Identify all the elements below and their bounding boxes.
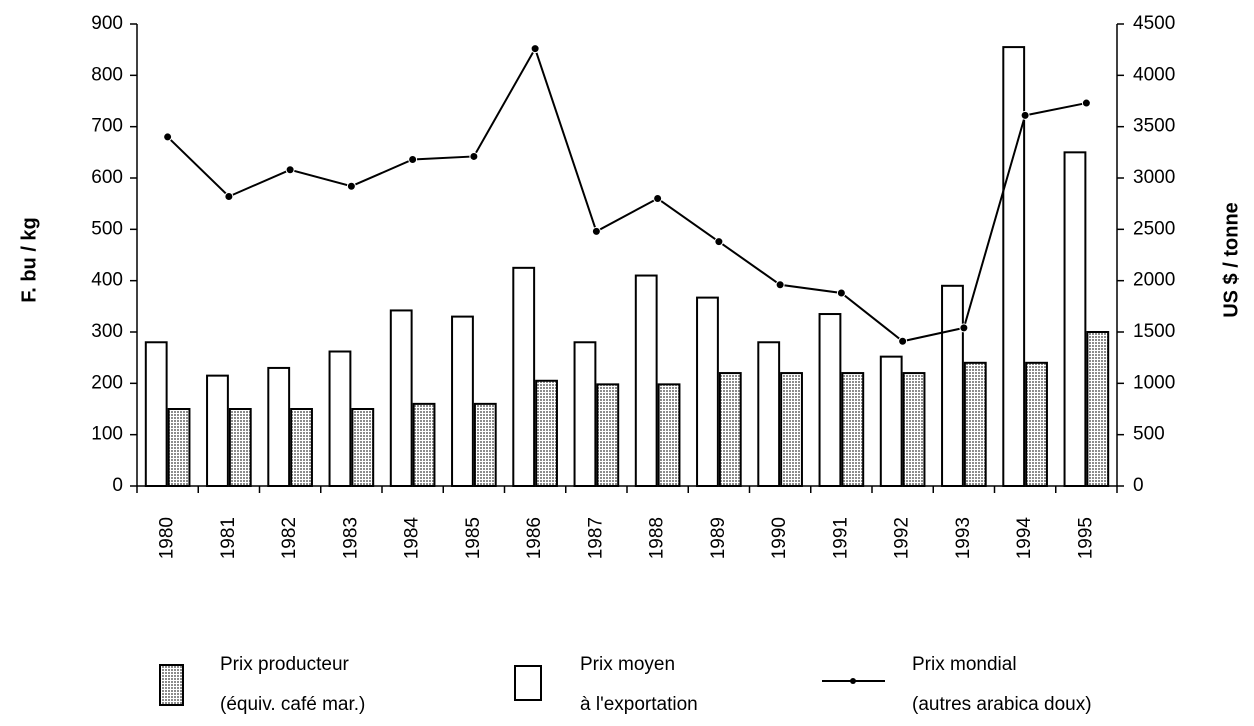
x-tick-label: 1982 (279, 517, 300, 559)
bar (941, 284, 964, 487)
y2-tick-label: 1000 (1133, 372, 1175, 393)
line-point (346, 181, 356, 191)
y2-axis-title: US $ / tonne (1220, 202, 1242, 318)
legend-marker (850, 678, 856, 684)
bar (389, 309, 413, 487)
bar (167, 408, 191, 487)
y-tick-label: 800 (91, 64, 123, 85)
y2-tick-label: 2500 (1133, 218, 1175, 239)
y2-tick-label: 4500 (1133, 13, 1175, 34)
y2-tick-label: 2000 (1133, 270, 1175, 291)
bar (267, 366, 291, 487)
x-tick-label: 1992 (892, 517, 913, 559)
line-point (836, 288, 846, 298)
y2-tick-label: 4000 (1133, 64, 1175, 85)
line-point (591, 226, 601, 236)
legend-label: (équiv. café mar.) (220, 694, 365, 715)
line-point (285, 165, 295, 175)
bar (144, 341, 168, 487)
y2-tick-label: 3500 (1133, 116, 1175, 137)
bar (1086, 331, 1110, 487)
bar (412, 402, 436, 487)
legend-label: Prix moyen (580, 654, 675, 675)
line-point (1081, 98, 1091, 108)
x-tick-label: 1994 (1014, 517, 1035, 560)
y-tick-label: 100 (91, 424, 123, 445)
bar (206, 374, 229, 487)
x-tick-label: 1993 (953, 517, 974, 559)
line-point (1020, 110, 1030, 120)
bar (573, 341, 597, 487)
legend-label: (autres arabica doux) (912, 694, 1092, 715)
y2-tick-label: 3000 (1133, 167, 1175, 188)
bar (757, 341, 781, 487)
bar (290, 408, 313, 487)
y-axis-title: F. bu / kg (18, 217, 40, 303)
x-tick-label: 1989 (708, 517, 729, 559)
line-point (959, 323, 969, 333)
y-tick-label: 200 (91, 372, 123, 393)
x-tick-label: 1986 (524, 517, 545, 559)
bar (451, 315, 474, 487)
bar (328, 350, 352, 487)
bar (780, 372, 803, 488)
line-point (408, 155, 418, 165)
bar (841, 372, 865, 488)
y-tick-label: 400 (91, 270, 123, 291)
line-point (714, 237, 724, 247)
legend-label: Prix producteur (220, 654, 350, 675)
line-point (224, 191, 234, 201)
y2-tick-label: 1500 (1133, 321, 1175, 342)
y-tick-label: 600 (91, 167, 123, 188)
bar (535, 379, 558, 487)
bar (228, 408, 252, 487)
x-tick-label: 1983 (340, 517, 361, 559)
x-tick-label: 1988 (647, 517, 668, 559)
bar (696, 296, 719, 487)
line-point (653, 194, 663, 204)
y2-tick-label: 0 (1133, 475, 1144, 496)
bar (473, 402, 497, 487)
line (166, 46, 1087, 343)
x-tick-label: 1995 (1075, 517, 1096, 559)
bar (512, 266, 536, 488)
bar (657, 383, 681, 487)
y-tick-label: 300 (91, 321, 123, 342)
legend-swatch (514, 665, 542, 701)
y-tick-label: 500 (91, 218, 123, 239)
y-tick-label: 700 (91, 116, 123, 137)
x-tick-label: 1991 (830, 517, 851, 559)
legend-label: à l'exportation (580, 694, 698, 715)
line-point (775, 280, 785, 290)
bar (818, 313, 842, 487)
line-point (530, 44, 540, 54)
bar (1025, 361, 1048, 487)
y-tick-label: 900 (91, 13, 123, 34)
x-tick-label: 1985 (463, 517, 484, 559)
legend-swatch (159, 664, 184, 706)
bar (718, 372, 742, 488)
bar (963, 361, 987, 487)
x-tick-label: 1984 (402, 517, 423, 560)
bar (1063, 151, 1087, 487)
line-point (469, 151, 479, 161)
line-point (163, 132, 173, 142)
x-tick-label: 1987 (585, 517, 606, 559)
bar (634, 274, 658, 487)
legend-label: Prix mondial (912, 654, 1017, 675)
x-tick-label: 1990 (769, 517, 790, 559)
bar (902, 372, 926, 488)
line-point (898, 336, 908, 346)
y2-tick-label: 500 (1133, 424, 1165, 445)
bar (1002, 46, 1026, 487)
bar (596, 383, 620, 487)
y-tick-label: 0 (112, 475, 123, 496)
bar (879, 355, 903, 488)
x-tick-label: 1980 (157, 517, 178, 559)
x-tick-label: 1981 (218, 517, 239, 559)
bar (351, 408, 375, 487)
